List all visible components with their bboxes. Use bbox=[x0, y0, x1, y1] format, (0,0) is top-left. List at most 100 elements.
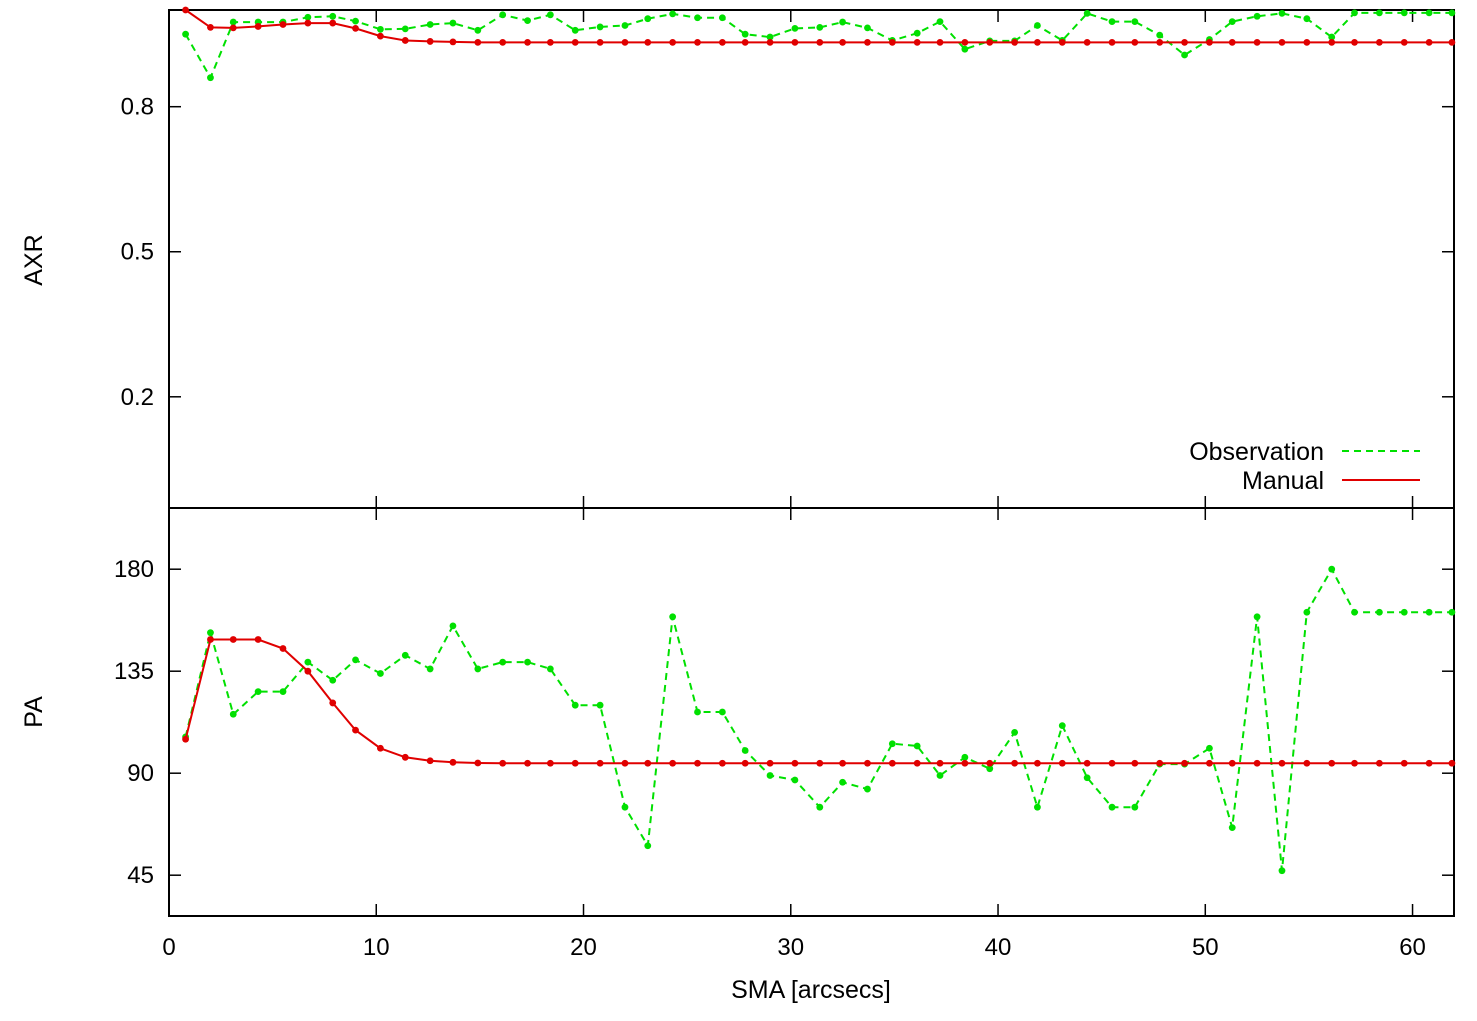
axr-point-manual bbox=[741, 38, 749, 46]
axr-point-manual bbox=[499, 38, 507, 46]
pa-point-observation bbox=[207, 629, 214, 637]
axr-point-manual bbox=[1131, 38, 1139, 46]
pa-point-manual bbox=[791, 759, 799, 767]
axr-point-manual bbox=[1206, 38, 1213, 46]
pa-plot-frame bbox=[168, 507, 1455, 917]
pa-point-manual bbox=[839, 759, 846, 767]
axr-point-manual bbox=[1083, 38, 1091, 46]
axr-point-observation bbox=[961, 45, 969, 53]
pa-point-observation bbox=[1425, 608, 1433, 616]
pa-ytick-label: 135 bbox=[114, 658, 154, 685]
pa-point-manual bbox=[961, 759, 969, 767]
pa-point-observation bbox=[1206, 744, 1213, 752]
pa-ytick-label: 90 bbox=[127, 760, 154, 787]
axr-point-manual bbox=[1253, 38, 1261, 46]
axr-point-observation bbox=[839, 18, 846, 26]
pa-point-manual bbox=[546, 759, 554, 767]
axr-point-observation bbox=[694, 14, 701, 22]
axr-point-manual bbox=[669, 38, 677, 46]
pa-point-observation bbox=[864, 785, 871, 793]
pa-point-observation bbox=[1083, 774, 1091, 782]
pa-point-observation bbox=[304, 658, 312, 666]
axr-point-observation bbox=[1253, 12, 1261, 20]
pa-point-observation bbox=[669, 613, 677, 621]
pa-point-manual bbox=[1425, 759, 1433, 767]
xtick-label: 60 bbox=[1399, 934, 1426, 961]
axr-point-manual bbox=[1181, 38, 1188, 46]
pa-point-observation bbox=[1253, 613, 1261, 621]
axr-point-manual bbox=[596, 38, 604, 46]
legend-label-manual: Manual bbox=[1242, 467, 1324, 495]
axr-point-manual bbox=[986, 38, 994, 46]
axr-point-manual bbox=[426, 38, 434, 45]
pa-point-observation bbox=[1400, 608, 1408, 616]
pa-point-observation bbox=[936, 772, 944, 779]
pa-point-observation bbox=[839, 778, 846, 786]
axr-point-manual bbox=[1108, 38, 1116, 46]
pa-point-manual bbox=[229, 636, 237, 643]
axr-point-observation bbox=[571, 26, 579, 34]
pa-point-manual bbox=[524, 759, 531, 767]
axr-point-observation bbox=[499, 11, 507, 19]
pa-point-manual bbox=[621, 759, 629, 767]
axr-point-manual bbox=[1351, 38, 1358, 46]
axr-point-manual bbox=[229, 24, 237, 32]
axr-point-manual bbox=[936, 38, 944, 46]
pa-point-manual bbox=[816, 759, 824, 767]
pa-point-manual bbox=[426, 757, 434, 765]
axr-axis-label: AXR bbox=[20, 234, 48, 285]
axr-point-observation bbox=[596, 23, 604, 31]
pa-series-manual-line bbox=[184, 638, 1452, 765]
pa-point-manual bbox=[254, 636, 262, 643]
axr-point-manual bbox=[694, 38, 701, 46]
axr-point-observation bbox=[426, 21, 434, 28]
axr-point-observation bbox=[741, 30, 749, 38]
pa-point-observation bbox=[571, 701, 579, 709]
pa-point-manual bbox=[913, 759, 921, 767]
axr-point-observation bbox=[352, 17, 359, 25]
axr-point-manual bbox=[524, 38, 531, 46]
pa-point-manual bbox=[182, 735, 189, 743]
pa-point-observation bbox=[254, 688, 262, 695]
pa-point-manual bbox=[571, 759, 579, 767]
pa-point-manual bbox=[1156, 759, 1164, 767]
pa-ytick-label: 45 bbox=[127, 862, 154, 889]
axr-point-manual bbox=[913, 38, 921, 46]
pa-point-manual bbox=[1058, 759, 1066, 767]
xtick-label: 10 bbox=[363, 934, 390, 961]
pa-point-manual bbox=[352, 726, 359, 734]
pa-point-manual bbox=[888, 759, 896, 767]
pa-point-manual bbox=[1206, 759, 1213, 767]
pa-point-manual bbox=[1011, 759, 1019, 767]
axr-point-observation bbox=[1351, 9, 1358, 17]
axr-point-observation bbox=[1375, 9, 1383, 17]
axr-point-manual bbox=[888, 38, 896, 46]
pa-point-manual bbox=[1108, 759, 1116, 767]
pa-ytick-label: 180 bbox=[114, 556, 154, 583]
axr-point-observation bbox=[669, 10, 677, 18]
pa-point-observation bbox=[791, 776, 799, 784]
axr-point-observation bbox=[1303, 15, 1311, 23]
pa-point-observation bbox=[474, 665, 482, 673]
axr-point-observation bbox=[449, 19, 457, 27]
pa-point-observation bbox=[644, 842, 652, 850]
pa-point-manual bbox=[596, 759, 604, 767]
axr-point-manual bbox=[377, 32, 384, 40]
axr-point-observation bbox=[816, 24, 824, 31]
axr-point-observation bbox=[1400, 9, 1408, 17]
axr-point-observation bbox=[1108, 18, 1116, 26]
pa-point-observation bbox=[279, 688, 287, 695]
axr-point-observation bbox=[304, 13, 312, 21]
axr-point-observation bbox=[718, 14, 726, 22]
pa-point-observation bbox=[961, 753, 969, 761]
axr-point-observation bbox=[182, 30, 189, 38]
pa-point-observation bbox=[741, 747, 749, 754]
axr-point-observation bbox=[1425, 9, 1433, 17]
axr-point-observation bbox=[791, 24, 799, 32]
pa-point-manual bbox=[401, 753, 409, 761]
axr-point-observation bbox=[207, 74, 214, 82]
axr-point-manual bbox=[352, 24, 359, 32]
axr-point-manual bbox=[864, 38, 871, 46]
axr-point-manual bbox=[546, 38, 554, 46]
